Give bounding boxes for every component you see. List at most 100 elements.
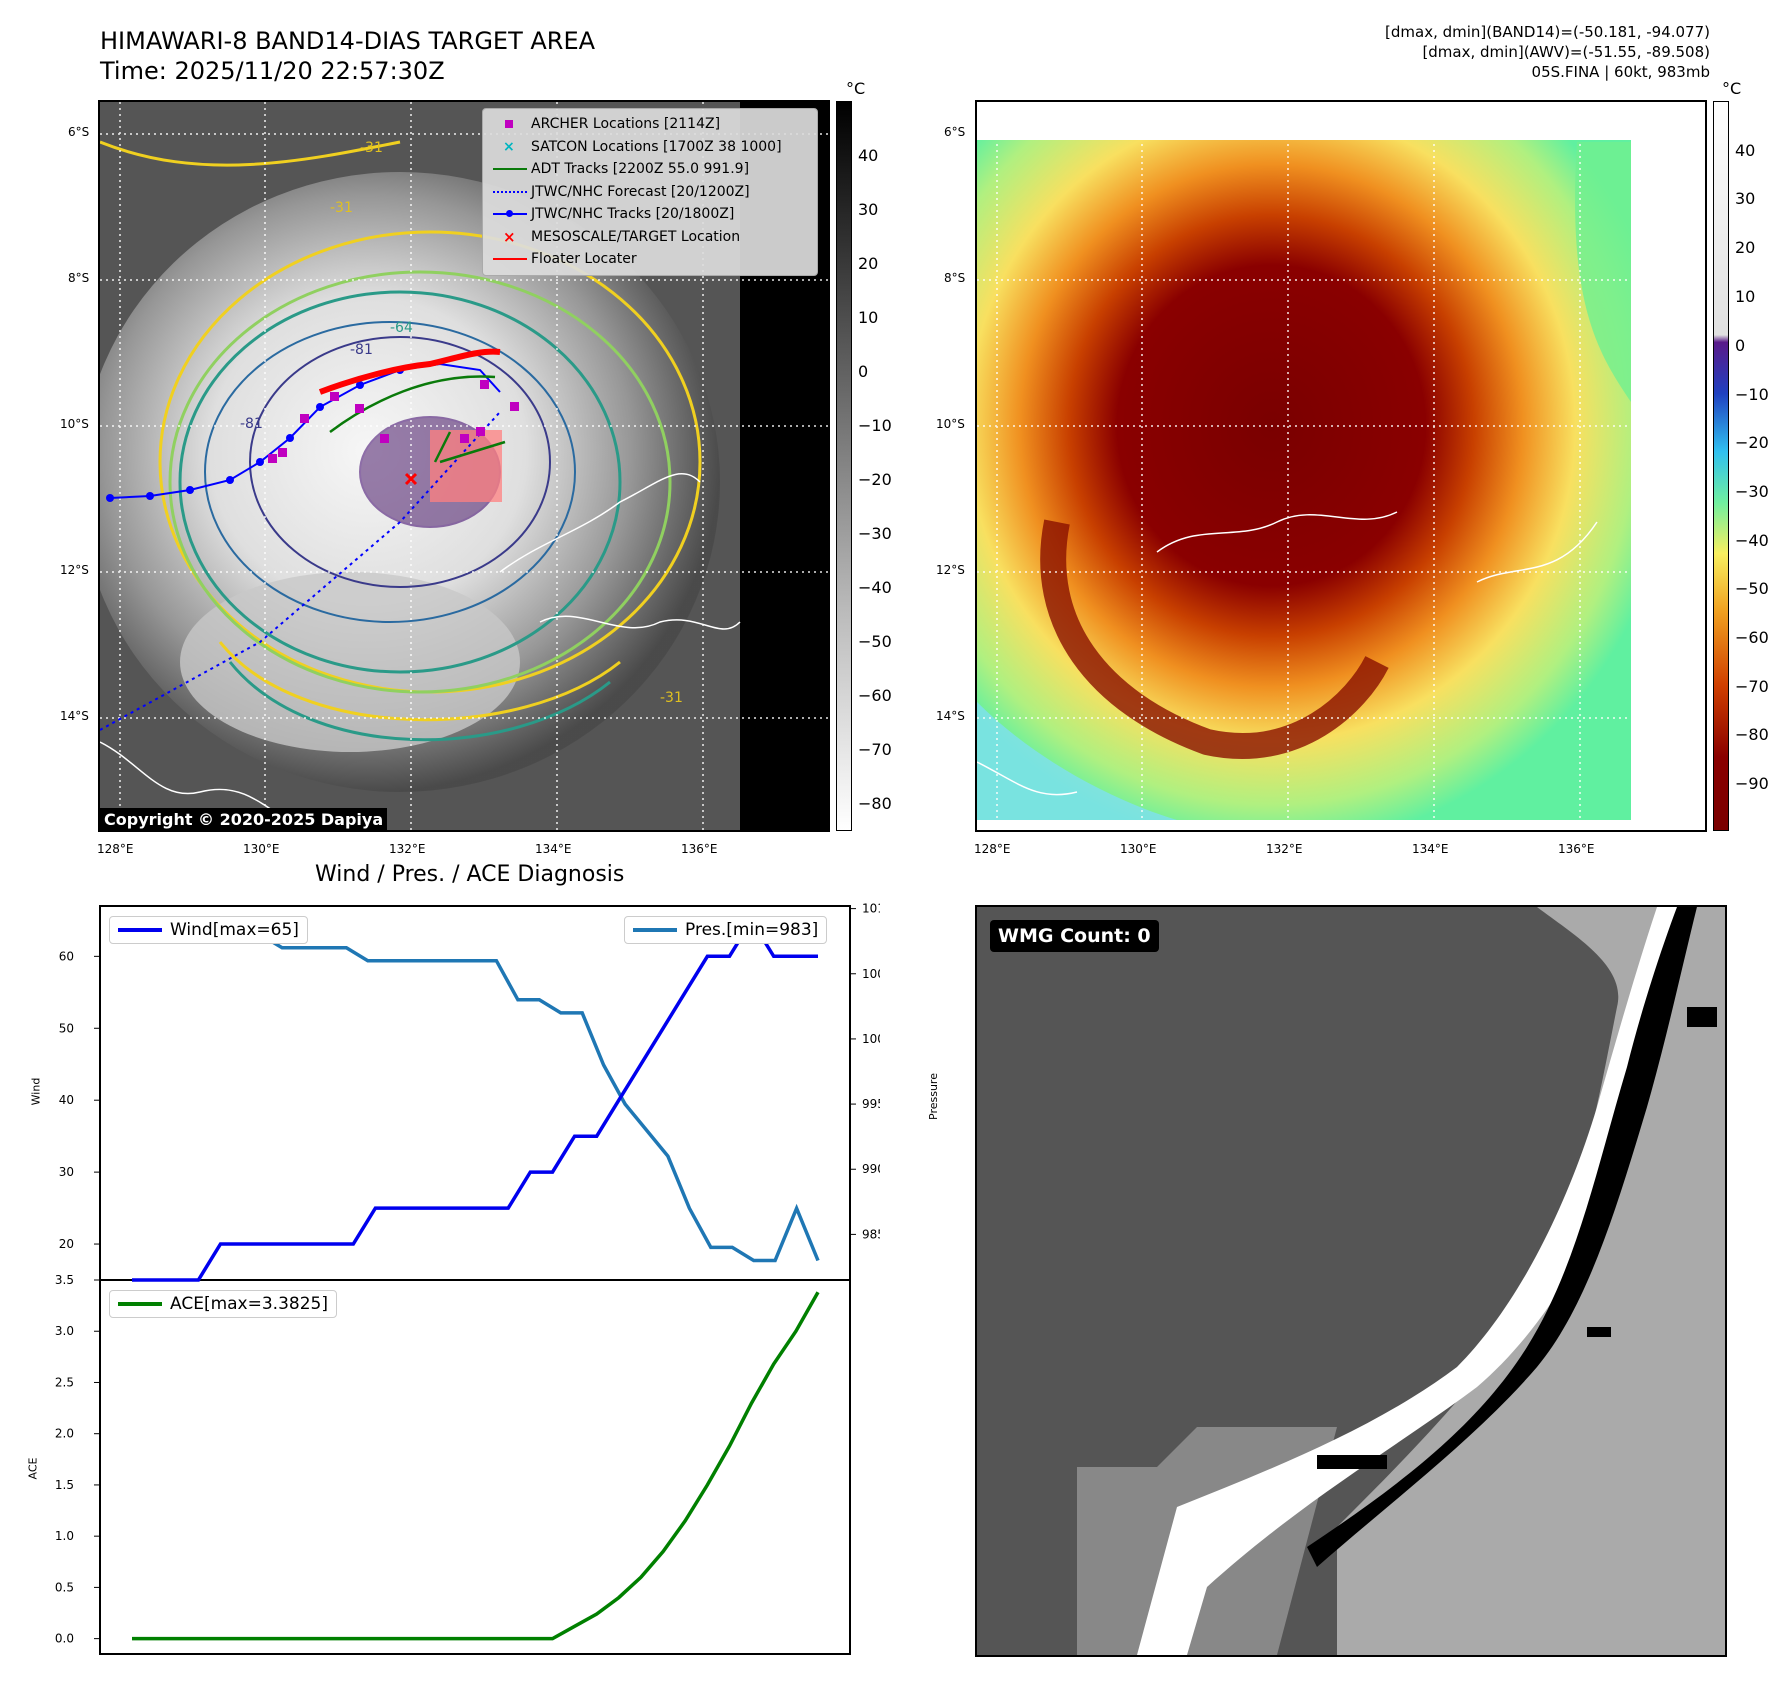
legend-archer: ARCHER Locations [2114Z] bbox=[491, 113, 809, 136]
lat-label: 8°S bbox=[944, 271, 966, 285]
wind-ticks-label: 50 bbox=[59, 1021, 74, 1035]
legend-adt: ADT Tracks [2200Z 55.0 991.9] bbox=[491, 158, 809, 181]
target-location-marker bbox=[404, 472, 418, 486]
lon-label: 130°E bbox=[1120, 842, 1157, 856]
ace-ticks-label: 1.5 bbox=[55, 1478, 74, 1492]
lat-label: 6°S bbox=[944, 125, 966, 139]
gray-colorbar-tick: 30 bbox=[858, 200, 879, 219]
ace-ticks-label: 2.5 bbox=[55, 1375, 74, 1389]
ace-ticks-label: 1.0 bbox=[55, 1529, 74, 1543]
contour-label-5: -64 bbox=[390, 320, 413, 336]
diagnosis-title: Wind / Pres. / ACE Diagnosis bbox=[315, 862, 625, 887]
pres-ticks-label: 990 bbox=[862, 1162, 880, 1176]
floater-track bbox=[318, 348, 501, 395]
x-marker-icon: × bbox=[503, 227, 516, 246]
gray-colorbar-tick: −70 bbox=[858, 740, 892, 759]
ace-ticks-label: 0.5 bbox=[55, 1580, 74, 1594]
lat-label: 12°S bbox=[60, 563, 89, 577]
lat-label: 8°S bbox=[68, 271, 90, 285]
figure-title: HIMAWARI-8 BAND14-DIAS TARGET AREA Time:… bbox=[100, 26, 595, 86]
awv-map-image bbox=[977, 102, 1705, 830]
gray-colorbar-tick: −80 bbox=[858, 794, 892, 813]
square-marker-icon bbox=[505, 120, 513, 129]
contour-label-3: -81 bbox=[240, 416, 263, 432]
jtwc-forecast-track bbox=[100, 411, 501, 731]
color-colorbar-unit: °C bbox=[1722, 79, 1742, 98]
pressure-legend: Pres.[min=983] bbox=[624, 916, 828, 944]
lat-label: 14°S bbox=[60, 709, 89, 723]
lon-label: 134°E bbox=[1412, 842, 1449, 856]
gray-colorbar bbox=[836, 101, 852, 831]
stats-block: [dmax, dmin](BAND14)=(-50.181, -94.077) … bbox=[1385, 22, 1710, 82]
color-colorbar-tick: 20 bbox=[1735, 238, 1756, 257]
figure-title-line2: Time: 2025/11/20 22:57:30Z bbox=[100, 57, 445, 85]
ace-axes bbox=[99, 1279, 851, 1655]
gray-colorbar-tick: −20 bbox=[858, 470, 892, 489]
awv-map-panel bbox=[975, 100, 1707, 832]
lat-label: 6°S bbox=[68, 125, 90, 139]
pres-ticks-label: 985 bbox=[862, 1227, 880, 1241]
line-icon bbox=[118, 1302, 162, 1306]
pres-ticks-label: 995 bbox=[862, 1097, 880, 1111]
color-colorbar-tick: −30 bbox=[1735, 482, 1769, 501]
color-colorbar-tick: −70 bbox=[1735, 677, 1769, 696]
gray-colorbar-tick: −10 bbox=[858, 416, 892, 435]
gray-colorbar-tick: −30 bbox=[858, 524, 892, 543]
stats-band14: [dmax, dmin](BAND14)=(-50.181, -94.077) bbox=[1385, 23, 1710, 41]
ace-ticks-label: 0.0 bbox=[55, 1632, 74, 1646]
color-colorbar-tick: −40 bbox=[1735, 531, 1769, 550]
contour-label-2: -31 bbox=[360, 140, 383, 156]
wind-ticks-label: 40 bbox=[59, 1093, 74, 1107]
wind-series-line bbox=[132, 917, 818, 1282]
stats-storm: 05S.FINA | 60kt, 983mb bbox=[1531, 63, 1710, 81]
wind-ticks-label: 30 bbox=[59, 1165, 74, 1179]
gray-colorbar-tick: 40 bbox=[858, 146, 879, 165]
lon-label: 132°E bbox=[1266, 842, 1303, 856]
color-colorbar-tick: −10 bbox=[1735, 385, 1769, 404]
contour-label-6: -31 bbox=[660, 690, 683, 706]
color-colorbar-tick: −80 bbox=[1735, 725, 1769, 744]
ace-axis-label: ACE bbox=[26, 1457, 40, 1480]
dotted-line-icon bbox=[493, 190, 527, 193]
ace-series-line bbox=[132, 1291, 820, 1641]
color-colorbar-tick: −90 bbox=[1735, 774, 1769, 793]
contour-label-4: -81 bbox=[350, 342, 373, 358]
wind-axis-label: Wind bbox=[29, 1077, 43, 1106]
color-colorbar-tick: 40 bbox=[1735, 141, 1756, 160]
gray-colorbar-tick: 0 bbox=[858, 362, 869, 381]
ace-ticks-label: 3.0 bbox=[55, 1324, 74, 1338]
color-colorbar-tick: 0 bbox=[1735, 336, 1746, 355]
color-colorbar-tick: 30 bbox=[1735, 189, 1756, 208]
lon-label: 136°E bbox=[681, 842, 718, 856]
legend-forecast: JTWC/NHC Forecast [20/1200Z] bbox=[491, 181, 809, 204]
gray-colorbar-tick: −50 bbox=[858, 632, 892, 651]
lat-label: 10°S bbox=[936, 417, 965, 431]
legend-satcon: × SATCON Locations [1700Z 38 1000] bbox=[491, 136, 809, 159]
legend-jtwc: JTWC/NHC Tracks [20/1800Z] bbox=[491, 203, 809, 226]
line-icon bbox=[493, 258, 527, 261]
legend-floater: Floater Locater bbox=[491, 248, 809, 271]
lat-label: 14°S bbox=[936, 709, 965, 723]
gray-colorbar-tick: −40 bbox=[858, 578, 892, 597]
color-colorbar-tick: −60 bbox=[1735, 628, 1769, 647]
color-colorbar-tick: −50 bbox=[1735, 579, 1769, 598]
lon-label: 132°E bbox=[389, 842, 426, 856]
pres-ticks-label: 1000 bbox=[862, 1032, 880, 1046]
lon-label: 128°E bbox=[974, 842, 1011, 856]
wind-ticks-label: 20 bbox=[59, 1237, 74, 1251]
lat-label: 12°S bbox=[936, 563, 965, 577]
figure-title-line1: HIMAWARI-8 BAND14-DIAS TARGET AREA bbox=[100, 27, 596, 55]
adt-tracks bbox=[329, 375, 506, 464]
stats-awv: [dmax, dmin](AWV)=(-51.55, -89.508) bbox=[1422, 43, 1710, 61]
x-marker-icon: × bbox=[503, 138, 515, 155]
gray-colorbar-tick: −60 bbox=[858, 686, 892, 705]
gray-colorbar-tick: 20 bbox=[858, 254, 879, 273]
gray-colorbar-tick: 10 bbox=[858, 308, 879, 327]
ir-map-image: -31 -31 -81 -81 -64 -31 bbox=[100, 102, 828, 830]
gray-colorbar-unit: °C bbox=[846, 79, 866, 98]
copyright-label: Copyright © 2020-2025 Dapiya bbox=[100, 808, 388, 831]
pressure-axis-label: Pressure bbox=[926, 1073, 940, 1120]
color-colorbar-tick: 10 bbox=[1735, 287, 1756, 306]
wind-ticks-label: 60 bbox=[59, 949, 74, 963]
